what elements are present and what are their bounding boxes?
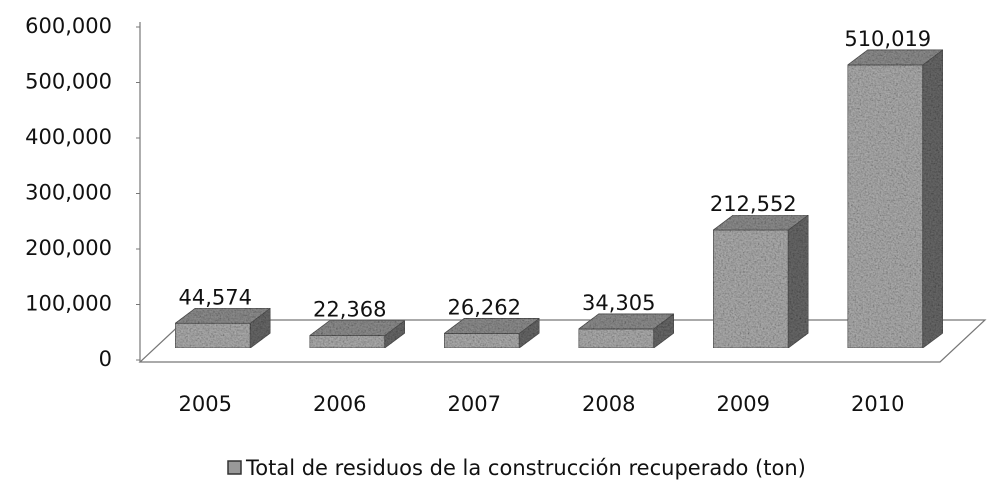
bar-face (712, 229, 789, 349)
y-tick-label: 300,000 (25, 181, 112, 205)
data-label: 212,552 (710, 192, 797, 216)
bar-face (847, 64, 924, 349)
bar-face (577, 313, 675, 330)
bar-face (846, 49, 944, 66)
floor (138, 319, 987, 363)
bar-face (578, 328, 655, 349)
bar (174, 307, 272, 349)
x-tick-label: 2009 (717, 392, 770, 416)
x-tick-label: 2006 (313, 392, 366, 416)
bar-face (922, 49, 944, 349)
bar (712, 214, 810, 349)
data-label: 510,019 (844, 27, 931, 51)
bar-face (174, 322, 251, 349)
bar-face (443, 333, 520, 349)
data-label: 26,262 (448, 295, 521, 319)
x-tick-label: 2008 (582, 392, 635, 416)
y-tick-label: 100,000 (25, 292, 112, 316)
y-tick-label: 600,000 (25, 14, 112, 38)
x-tick-label: 2007 (448, 392, 501, 416)
bar (577, 313, 675, 349)
legend-marker (227, 460, 242, 475)
y-tick-label: 0 (99, 347, 112, 371)
data-label: 34,305 (582, 291, 655, 315)
data-label: 22,368 (313, 298, 386, 322)
y-tick-label: 500,000 (25, 70, 112, 94)
bar-face (308, 320, 406, 336)
bar-face (309, 335, 386, 349)
bar-face (787, 214, 809, 349)
x-tick-label: 2010 (851, 392, 904, 416)
legend-label: Total de residuos de la construcción rec… (245, 456, 806, 480)
bar (308, 319, 406, 349)
y-tick-label: 400,000 (25, 125, 112, 149)
bar (443, 317, 541, 349)
bar-face (443, 318, 541, 334)
bar-face (712, 214, 810, 231)
bar (846, 49, 944, 349)
bar-face (174, 307, 272, 324)
data-label: 44,574 (179, 285, 252, 309)
y-tick-label: 200,000 (25, 236, 112, 260)
x-tick-label: 2005 (179, 392, 232, 416)
